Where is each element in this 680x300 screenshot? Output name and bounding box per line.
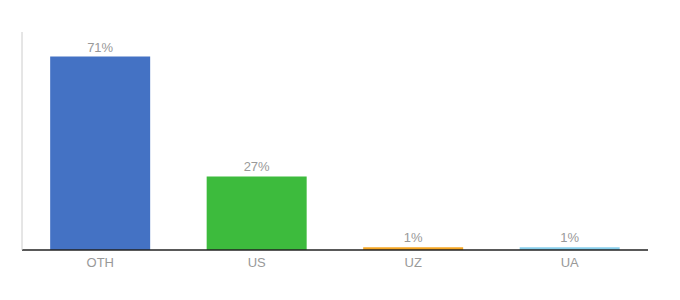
- svg-text:71%: 71%: [87, 40, 113, 55]
- svg-text:UZ: UZ: [405, 255, 422, 270]
- svg-text:UA: UA: [561, 255, 579, 270]
- svg-text:27%: 27%: [244, 159, 270, 174]
- svg-text:1%: 1%: [404, 230, 423, 245]
- svg-text:1%: 1%: [560, 230, 579, 245]
- svg-text:OTH: OTH: [87, 255, 114, 270]
- svg-text:US: US: [248, 255, 266, 270]
